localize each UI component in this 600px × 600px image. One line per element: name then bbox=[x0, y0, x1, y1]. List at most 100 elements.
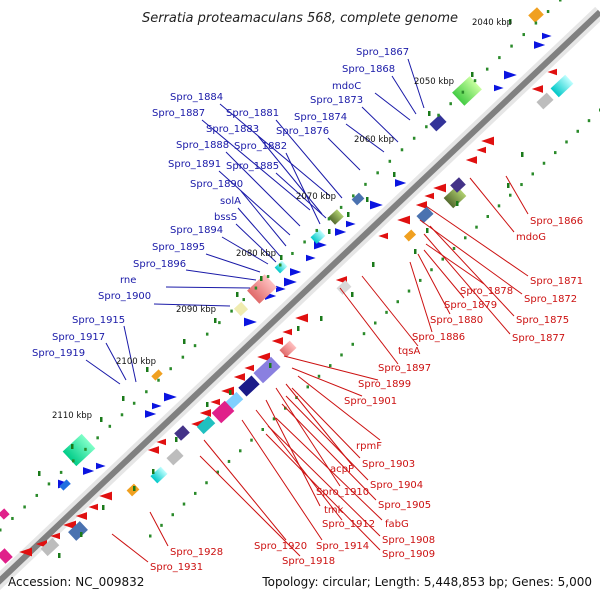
gene-block bbox=[536, 92, 554, 110]
gene-label[interactable]: rpmF bbox=[356, 441, 382, 452]
gene-label[interactable]: acpP bbox=[330, 464, 354, 475]
gene-block bbox=[166, 448, 184, 466]
gene-label[interactable]: Spro_1900 bbox=[98, 291, 151, 302]
gene-label[interactable]: Spro_1895 bbox=[152, 242, 205, 253]
gene-label[interactable]: Spro_1919 bbox=[32, 348, 85, 359]
gene-label[interactable]: Spro_1920 bbox=[254, 541, 307, 552]
gene-label[interactable]: Spro_1903 bbox=[362, 459, 415, 470]
gene-label[interactable]: Spro_1871 bbox=[530, 276, 583, 287]
gene-arrow-blue bbox=[504, 70, 517, 80]
genome-backbone bbox=[0, 9, 600, 585]
callout-line-blue bbox=[257, 135, 323, 215]
tick-dot bbox=[559, 0, 562, 2]
gene-label[interactable]: Spro_1874 bbox=[294, 112, 347, 123]
gene-label[interactable]: Spro_1899 bbox=[358, 379, 411, 390]
gene-label[interactable]: bssS bbox=[214, 212, 237, 223]
tick-dot bbox=[218, 321, 221, 325]
gene-label[interactable]: Spro_1914 bbox=[316, 541, 369, 552]
tick-dot bbox=[145, 390, 148, 394]
tick-dot bbox=[266, 275, 270, 279]
gene-label[interactable]: Spro_1905 bbox=[378, 500, 431, 511]
gene-label[interactable]: Spro_1875 bbox=[516, 315, 569, 326]
gene-label[interactable]: tmk bbox=[324, 505, 344, 516]
tick-mark bbox=[269, 363, 272, 368]
tick-dot bbox=[587, 119, 591, 123]
gene-block bbox=[310, 229, 326, 244]
gene-label[interactable]: mdoC bbox=[332, 81, 361, 92]
tick-mark bbox=[280, 255, 283, 260]
gene-label[interactable]: Spro_1912 bbox=[322, 519, 375, 530]
gene-label[interactable]: Spro_1894 bbox=[170, 225, 223, 236]
gene-label[interactable]: Spro_1880 bbox=[430, 315, 483, 326]
tick-mark bbox=[229, 390, 232, 395]
gene-label[interactable]: Spro_1867 bbox=[356, 47, 409, 58]
gene-arrow-red bbox=[99, 491, 112, 501]
tick-dot bbox=[497, 204, 501, 208]
gene-block bbox=[211, 400, 235, 424]
gene-label[interactable]: Spro_1915 bbox=[72, 315, 125, 326]
gene-label[interactable]: Spro_1884 bbox=[170, 92, 223, 103]
tick-dot bbox=[329, 364, 332, 368]
gene-label[interactable]: Spro_1872 bbox=[524, 294, 577, 305]
gene-label[interactable]: Spro_1879 bbox=[444, 300, 497, 311]
gene-label[interactable]: Spro_1877 bbox=[512, 333, 565, 344]
tick-dot bbox=[385, 310, 388, 314]
tick-dot bbox=[388, 159, 392, 163]
tick-dot bbox=[230, 309, 233, 313]
callout-line-red bbox=[275, 417, 383, 521]
gene-label[interactable]: Spro_1904 bbox=[370, 480, 423, 491]
callout-line-blue bbox=[275, 119, 343, 199]
gene-label[interactable]: solA bbox=[220, 196, 241, 207]
tick-dot bbox=[464, 236, 467, 240]
gene-label[interactable]: Spro_1888 bbox=[176, 140, 229, 151]
gene-label[interactable]: Spro_1910 bbox=[316, 487, 369, 498]
kbp-label: 2100 kbp bbox=[116, 357, 156, 367]
tick-dot bbox=[132, 401, 136, 405]
gene-arrow-red bbox=[378, 232, 388, 240]
gene-label[interactable]: Spro_1901 bbox=[344, 396, 397, 407]
tick-dot bbox=[11, 516, 14, 520]
gene-label[interactable]: Spro_1917 bbox=[52, 332, 105, 343]
tick-dot bbox=[430, 268, 433, 272]
tick-dot bbox=[157, 378, 160, 382]
kbp-label: 2090 kbp bbox=[176, 305, 216, 315]
gene-label[interactable]: rne bbox=[120, 275, 136, 286]
gene-label[interactable]: mdoG bbox=[516, 232, 546, 243]
gene-label[interactable]: Spro_1908 bbox=[382, 535, 435, 546]
gene-label[interactable]: Spro_1885 bbox=[226, 161, 279, 172]
gene-label[interactable]: Spro_1881 bbox=[226, 108, 279, 119]
callout-line-red bbox=[297, 375, 381, 441]
gene-block bbox=[274, 260, 288, 274]
gene-label[interactable]: Spro_1876 bbox=[276, 126, 329, 137]
tick-dot bbox=[261, 428, 264, 431]
tick-mark bbox=[509, 19, 512, 24]
gene-label[interactable]: Spro_1928 bbox=[170, 547, 223, 558]
gene-label[interactable]: Spro_1883 bbox=[206, 124, 259, 135]
gene-label[interactable]: Spro_1896 bbox=[133, 259, 186, 270]
gene-label[interactable]: Spro_1890 bbox=[190, 179, 243, 190]
gene-label[interactable]: Spro_1891 bbox=[168, 159, 221, 170]
gene-label[interactable]: Spro_1931 bbox=[150, 562, 203, 573]
tick-dot bbox=[96, 436, 99, 440]
gene-label[interactable]: Spro_1873 bbox=[310, 95, 363, 106]
gene-block bbox=[59, 479, 71, 491]
gene-block bbox=[174, 425, 190, 441]
tick-dot bbox=[216, 470, 219, 474]
tick-dot bbox=[171, 513, 174, 517]
gene-label[interactable]: Spro_1918 bbox=[282, 556, 335, 567]
tick-mark bbox=[80, 532, 83, 537]
gene-label[interactable]: Spro_1886 bbox=[412, 332, 465, 343]
tick-mark bbox=[471, 72, 474, 77]
gene-label[interactable]: Spro_1878 bbox=[460, 286, 513, 297]
gene-block bbox=[247, 274, 277, 304]
gene-label[interactable]: Spro_1866 bbox=[530, 216, 583, 227]
gene-label[interactable]: Spro_1868 bbox=[342, 64, 395, 75]
tick-dot bbox=[486, 215, 489, 218]
gene-label[interactable]: Spro_1882 bbox=[234, 141, 287, 152]
gene-label[interactable]: Spro_1909 bbox=[382, 549, 435, 560]
gene-label[interactable]: tqsA bbox=[398, 346, 420, 357]
gene-label[interactable]: Spro_1897 bbox=[378, 363, 431, 374]
gene-label[interactable]: fabG bbox=[385, 519, 409, 530]
tick-dot bbox=[554, 151, 557, 155]
gene-label[interactable]: Spro_1887 bbox=[152, 108, 205, 119]
